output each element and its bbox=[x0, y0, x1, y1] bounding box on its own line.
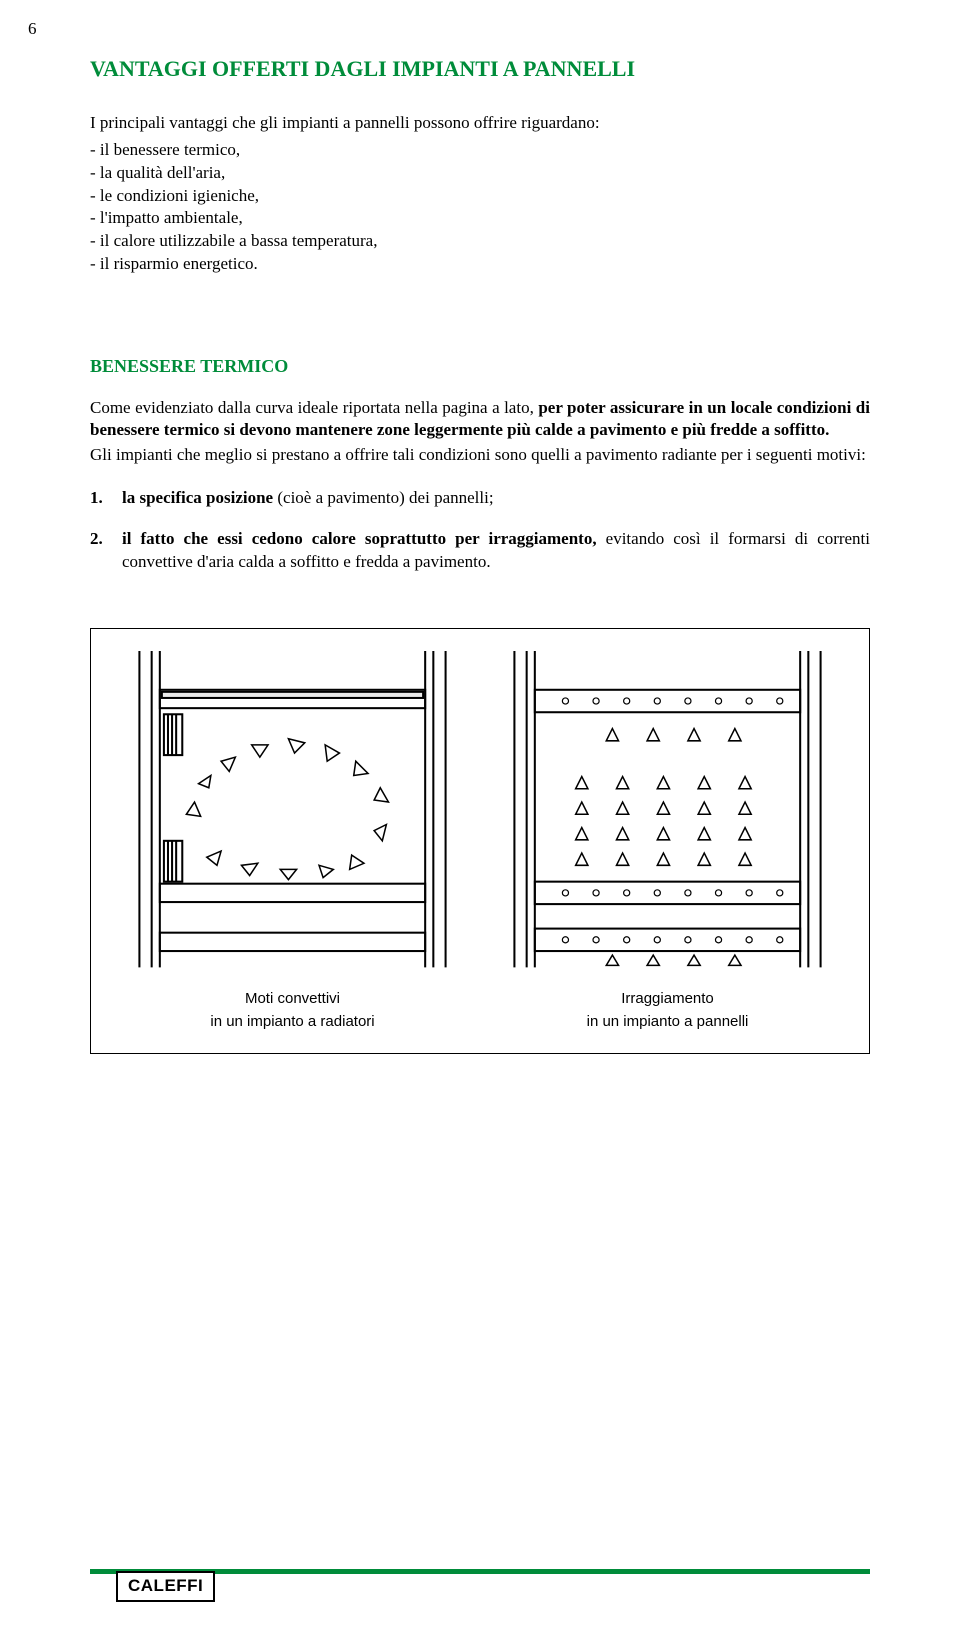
page-number: 6 bbox=[28, 18, 37, 41]
adv-item: l'impatto ambientale, bbox=[90, 207, 870, 230]
advantages-list: il benessere termico, la qualità dell'ar… bbox=[90, 139, 870, 277]
reason-bold: la specifica posizione bbox=[122, 488, 273, 507]
adv-item: la qualità dell'aria, bbox=[90, 162, 870, 185]
panel-diagram-icon bbox=[494, 651, 841, 967]
adv-item: il benessere termico, bbox=[90, 139, 870, 162]
reasons-list: la specifica posizione (cioè a pavimento… bbox=[90, 487, 870, 574]
intro-text: I principali vantaggi che gli impianti a… bbox=[90, 112, 870, 135]
para1-plain: Come evidenziato dalla curva ideale ripo… bbox=[90, 398, 538, 417]
paragraph-1: Come evidenziato dalla curva ideale ripo… bbox=[90, 397, 870, 443]
reason-item: il fatto che essi cedono calore soprattu… bbox=[90, 528, 870, 574]
main-title: VANTAGGI OFFERTI DAGLI IMPIANTI A PANNEL… bbox=[90, 54, 870, 84]
paragraph-2: Gli impianti che meglio si prestano a of… bbox=[90, 444, 870, 467]
left-diagram: Moti convettivi in un impianto a radiato… bbox=[119, 651, 466, 1033]
adv-item: le condizioni igieniche, bbox=[90, 185, 870, 208]
right-diagram: Irraggiamento in un impianto a pannelli bbox=[494, 651, 841, 1033]
caption-line: in un impianto a radiatori bbox=[210, 1013, 374, 1030]
adv-item: il calore utilizzabile a bassa temperatu… bbox=[90, 230, 870, 253]
adv-item: il risparmio energetico. bbox=[90, 253, 870, 276]
diagram-frame: Moti convettivi in un impianto a radiato… bbox=[90, 628, 870, 1054]
footer: CALEFFI bbox=[90, 1569, 870, 1603]
left-caption: Moti convettivi in un impianto a radiato… bbox=[119, 988, 466, 1033]
reason-item: la specifica posizione (cioè a pavimento… bbox=[90, 487, 870, 510]
section-title: BENESSERE TERMICO bbox=[90, 354, 870, 378]
caption-line: Moti convettivi bbox=[245, 990, 340, 1007]
radiator-diagram-icon bbox=[119, 651, 466, 967]
caption-line: Irraggiamento bbox=[621, 990, 714, 1007]
caption-line: in un impianto a pannelli bbox=[587, 1013, 749, 1030]
right-caption: Irraggiamento in un impianto a pannelli bbox=[494, 988, 841, 1033]
brand-logo: CALEFFI bbox=[116, 1571, 215, 1602]
reason-rest: (cioè a pavimento) dei pannelli; bbox=[273, 488, 493, 507]
reason-bold: il fatto che essi cedono calore soprattu… bbox=[122, 529, 597, 548]
